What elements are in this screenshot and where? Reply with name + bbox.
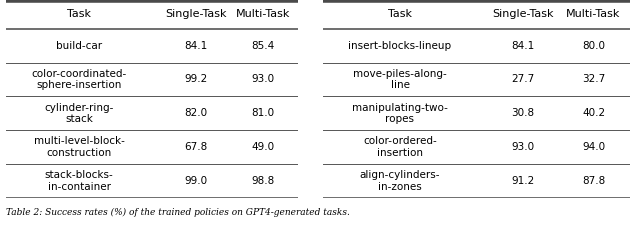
Text: 80.0: 80.0 bbox=[582, 41, 605, 51]
Text: build-car: build-car bbox=[56, 41, 102, 51]
Text: 40.2: 40.2 bbox=[582, 108, 605, 118]
Text: color-coordinated-
sphere-insertion: color-coordinated- sphere-insertion bbox=[31, 69, 127, 90]
Text: Task: Task bbox=[67, 9, 92, 19]
Text: 91.2: 91.2 bbox=[511, 176, 534, 186]
Text: 49.0: 49.0 bbox=[251, 142, 274, 152]
Text: Table 2: Success rates (%) of the trained policies on GPT4-generated tasks.: Table 2: Success rates (%) of the traine… bbox=[6, 208, 350, 217]
Text: Single-Task: Single-Task bbox=[165, 9, 227, 19]
Text: align-cylinders-
in-zones: align-cylinders- in-zones bbox=[360, 170, 440, 192]
Text: 98.8: 98.8 bbox=[251, 176, 275, 186]
Text: 94.0: 94.0 bbox=[582, 142, 605, 152]
Text: 30.8: 30.8 bbox=[511, 108, 534, 118]
Text: 93.0: 93.0 bbox=[511, 142, 534, 152]
Text: manipulating-two-
ropes: manipulating-two- ropes bbox=[352, 103, 448, 124]
Text: 84.1: 84.1 bbox=[184, 41, 207, 51]
Text: 87.8: 87.8 bbox=[582, 176, 605, 186]
Text: 81.0: 81.0 bbox=[251, 108, 274, 118]
Text: 99.2: 99.2 bbox=[184, 74, 207, 85]
Text: insert-blocks-lineup: insert-blocks-lineup bbox=[348, 41, 452, 51]
Text: cylinder-ring-
stack: cylinder-ring- stack bbox=[45, 103, 114, 124]
Text: 32.7: 32.7 bbox=[582, 74, 605, 85]
Text: multi-level-block-
construction: multi-level-block- construction bbox=[34, 136, 125, 158]
Text: 67.8: 67.8 bbox=[184, 142, 207, 152]
Text: 27.7: 27.7 bbox=[511, 74, 534, 85]
Text: Task: Task bbox=[388, 9, 412, 19]
Text: stack-blocks-
in-container: stack-blocks- in-container bbox=[45, 170, 113, 192]
Text: 93.0: 93.0 bbox=[251, 74, 274, 85]
Text: move-piles-along-
line: move-piles-along- line bbox=[353, 69, 447, 90]
Text: Multi-Task: Multi-Task bbox=[236, 9, 290, 19]
Text: 84.1: 84.1 bbox=[511, 41, 534, 51]
Text: 99.0: 99.0 bbox=[184, 176, 207, 186]
Text: Single-Task: Single-Task bbox=[492, 9, 554, 19]
Text: 85.4: 85.4 bbox=[251, 41, 275, 51]
Text: Multi-Task: Multi-Task bbox=[566, 9, 621, 19]
Text: color-ordered-
insertion: color-ordered- insertion bbox=[363, 136, 437, 158]
Text: 82.0: 82.0 bbox=[184, 108, 207, 118]
